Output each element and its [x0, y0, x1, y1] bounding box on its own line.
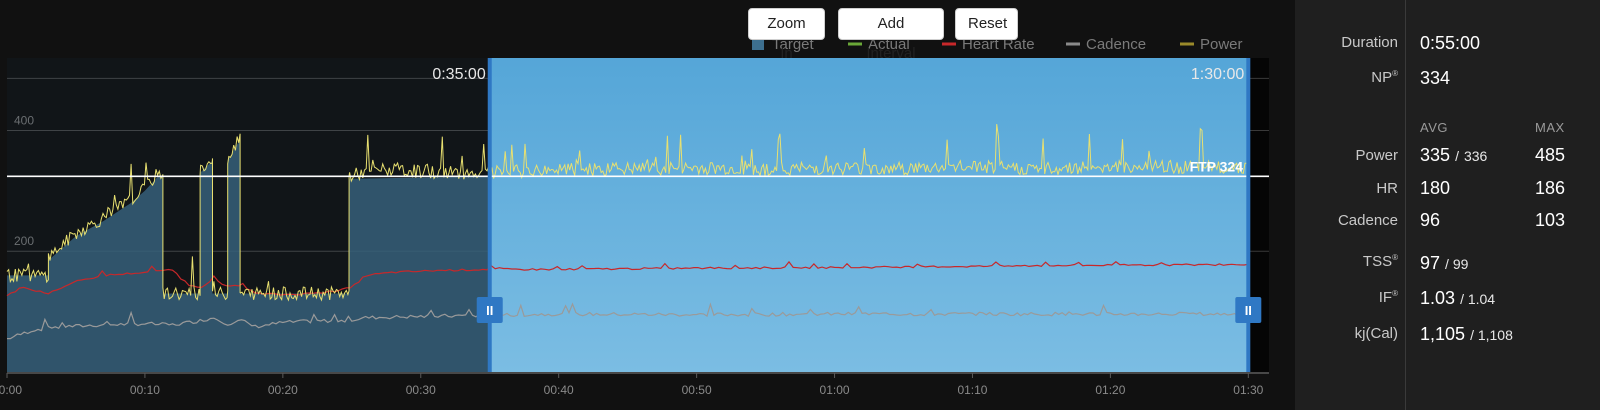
hr-max-value: 186: [1535, 178, 1566, 198]
selection-region[interactable]: [489, 58, 1249, 372]
stats-divider: [1405, 0, 1406, 410]
hr-avg-value: 180: [1420, 178, 1451, 198]
x-tick-label: 01:30: [1233, 383, 1263, 397]
avg-column-header: AVG: [1420, 120, 1448, 135]
x-tick-label: 00:30: [406, 383, 436, 397]
selection-start-label: 0:35:00: [432, 66, 485, 83]
selection-end-handle-glyph: II: [1245, 303, 1252, 318]
selection-start-handle-glyph: II: [486, 303, 493, 318]
unselected-region: [7, 58, 490, 372]
series-lines-layer: [6, 124, 1249, 340]
cadence-max-value: 103: [1535, 210, 1566, 230]
legend-label: Actual: [868, 36, 910, 53]
x-tick-label: 00:40: [544, 383, 574, 397]
overlay-layer: FTP 324 0:35:00 II 1:30:00 II: [7, 58, 1269, 372]
tss-value: 97 / 99: [1420, 253, 1469, 273]
x-tick-label: 01:10: [957, 383, 987, 397]
kj-label: kj(Cal): [1354, 325, 1398, 342]
max-column-header: MAX: [1535, 120, 1565, 135]
selection-start-handle[interactable]: [476, 297, 503, 323]
legend-swatch-target: [752, 38, 764, 50]
reset-button[interactable]: Reset: [955, 8, 1018, 40]
power-label: Power: [1355, 147, 1398, 164]
hr-label: HR: [1376, 180, 1398, 197]
legend-label: Cadence: [1086, 36, 1146, 53]
x-tick-label: 01:20: [1095, 383, 1125, 397]
selection-end-label: 1:30:00: [1191, 66, 1244, 83]
np-value: 334: [1420, 68, 1451, 88]
if-value: 1.03 / 1.04: [1420, 288, 1496, 308]
cadence-label: Cadence: [1337, 212, 1398, 229]
ftp-label: FTP 324: [1190, 158, 1244, 174]
kj-value: 1,105 / 1,108: [1420, 324, 1513, 344]
x-tick-label: 00:00: [0, 383, 22, 397]
power-line: [6, 124, 1247, 302]
np-label: NP®: [1371, 69, 1398, 86]
stats-panel: Duration 0:55:00 NP® 334 AVG MAX Power 3…: [1295, 0, 1600, 410]
add-interval-button[interactable]: Add Interval: [838, 8, 944, 62]
heart-rate-line: [6, 260, 1249, 297]
target-area-layer: [7, 58, 1249, 372]
x-tick-label: 00:10: [130, 383, 160, 397]
tss-label: TSS®: [1362, 253, 1398, 270]
duration-label: Duration: [1341, 34, 1398, 51]
cadence-avg-value: 96: [1420, 210, 1441, 230]
legend-label: Heart Rate: [962, 36, 1035, 53]
chart-legend: Target Actual Heart Rate Cadence Power: [752, 36, 1243, 53]
if-label: IF®: [1378, 289, 1398, 306]
duration-value: 0:55:00: [1420, 33, 1481, 53]
y-tick-label: 400: [14, 113, 34, 127]
y-tick-label: 200: [14, 234, 34, 248]
power-max-value: 485: [1535, 145, 1566, 165]
power-avg-value: 335 / 336: [1420, 145, 1488, 165]
selection-end-handle[interactable]: [1235, 297, 1262, 323]
x-axis: 00:00 00:10 00:20 00:30 00:40 00:50 01:00 01:10…: [0, 372, 1269, 397]
zoom-in-button[interactable]: Zoom In: [748, 8, 825, 62]
x-tick-label: 00:20: [268, 383, 298, 397]
x-tick-label: 01:00: [820, 383, 850, 397]
x-tick-label: 00:50: [682, 383, 712, 397]
legend-label: Power: [1200, 36, 1243, 53]
legend-label: Target: [772, 36, 815, 53]
cadence-line: [7, 302, 1249, 340]
